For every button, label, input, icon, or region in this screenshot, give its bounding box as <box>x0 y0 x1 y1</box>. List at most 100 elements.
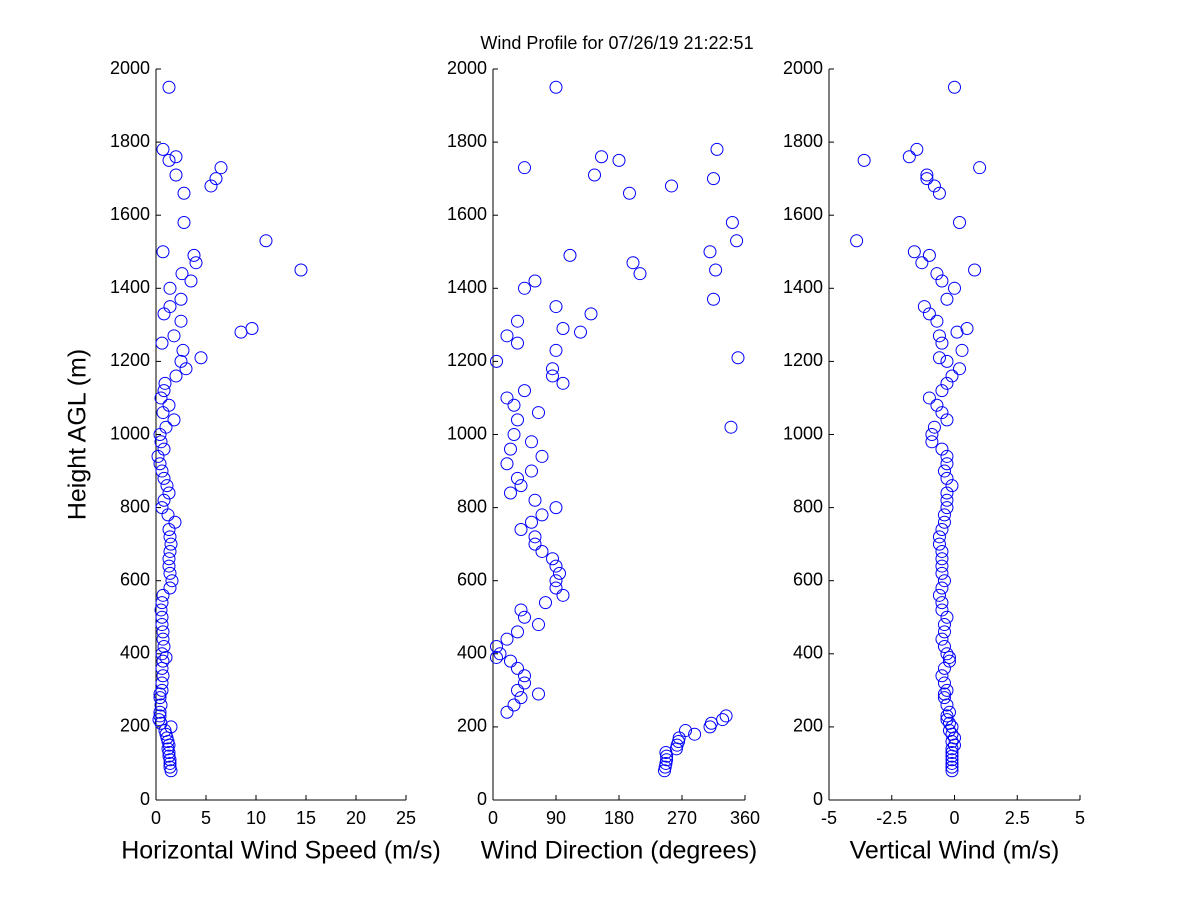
point <box>932 588 946 602</box>
point <box>612 153 626 167</box>
point <box>539 596 552 610</box>
point <box>937 661 951 675</box>
point <box>154 716 168 730</box>
x-tick-label: -5 <box>821 808 837 828</box>
point <box>626 256 640 270</box>
point <box>157 442 171 456</box>
point <box>948 281 961 295</box>
point <box>514 691 528 705</box>
point <box>549 581 563 595</box>
point <box>935 384 949 398</box>
y-tick-label: 1800 <box>110 131 150 151</box>
point <box>168 515 182 529</box>
point <box>158 376 172 390</box>
y-tick-label: 800 <box>457 496 487 516</box>
point <box>174 292 188 306</box>
point <box>518 610 531 624</box>
point <box>157 471 171 485</box>
point <box>511 314 524 328</box>
point <box>927 420 941 434</box>
point <box>556 322 570 336</box>
point <box>511 471 524 485</box>
y-tick-label: 0 <box>140 789 150 809</box>
y-axis-label: Height AGL (m) <box>64 349 92 520</box>
point <box>968 263 982 277</box>
point <box>935 581 949 595</box>
y-tick-label: 1400 <box>783 277 823 297</box>
point <box>665 179 678 193</box>
y-tick-label: 1600 <box>783 204 823 224</box>
point <box>154 698 168 712</box>
point <box>507 428 521 441</box>
point <box>973 161 987 175</box>
point <box>940 683 954 697</box>
point <box>214 161 228 175</box>
point <box>940 647 954 661</box>
point <box>511 625 524 639</box>
point <box>163 566 177 580</box>
y-tick-label: 0 <box>813 789 823 809</box>
point <box>574 325 587 339</box>
point <box>163 581 177 595</box>
y-tick-label: 1200 <box>447 350 487 370</box>
point <box>850 234 864 248</box>
point <box>940 493 954 507</box>
y-tick-label: 200 <box>120 716 150 736</box>
point <box>932 186 946 200</box>
y-tick-label: 400 <box>457 643 487 663</box>
point <box>937 464 951 478</box>
x-tick-label: 0 <box>488 808 498 828</box>
point <box>922 391 936 405</box>
point <box>162 559 176 573</box>
point <box>163 756 177 770</box>
point <box>160 479 174 493</box>
point <box>163 281 177 295</box>
point <box>532 687 545 701</box>
point <box>940 610 954 624</box>
point <box>935 603 949 617</box>
y-tick-label: 2000 <box>783 58 823 78</box>
point <box>945 753 959 767</box>
point <box>940 413 954 427</box>
point <box>155 501 169 515</box>
point <box>294 263 308 277</box>
point <box>177 186 191 200</box>
point <box>902 150 916 164</box>
x-tick-label: 270 <box>667 808 697 828</box>
y-tick-label: 2000 <box>447 58 487 78</box>
point <box>932 530 946 544</box>
point <box>504 442 517 456</box>
point <box>910 142 924 156</box>
point <box>500 329 514 343</box>
point <box>500 391 514 405</box>
point <box>556 376 570 390</box>
point <box>546 362 559 376</box>
point <box>953 216 967 230</box>
point <box>153 687 167 701</box>
point <box>500 705 514 719</box>
point <box>511 336 524 350</box>
point <box>164 720 178 734</box>
point <box>710 142 724 156</box>
point <box>174 354 188 368</box>
x-tick-label: 2.5 <box>1005 808 1030 828</box>
y-tick-label: 400 <box>793 643 823 663</box>
point <box>935 632 949 646</box>
point <box>184 274 198 288</box>
point <box>155 610 169 624</box>
point <box>209 172 223 186</box>
point <box>157 639 171 653</box>
point <box>948 80 961 94</box>
point <box>937 508 951 522</box>
point <box>514 603 528 617</box>
point <box>156 588 170 602</box>
point <box>945 720 959 734</box>
x-tick-label: 5 <box>1075 808 1085 828</box>
point <box>155 596 169 610</box>
point <box>703 245 717 259</box>
point <box>163 760 177 774</box>
point <box>153 457 167 471</box>
y-tick-label: 1000 <box>783 423 823 443</box>
y-tick-label: 200 <box>457 716 487 736</box>
